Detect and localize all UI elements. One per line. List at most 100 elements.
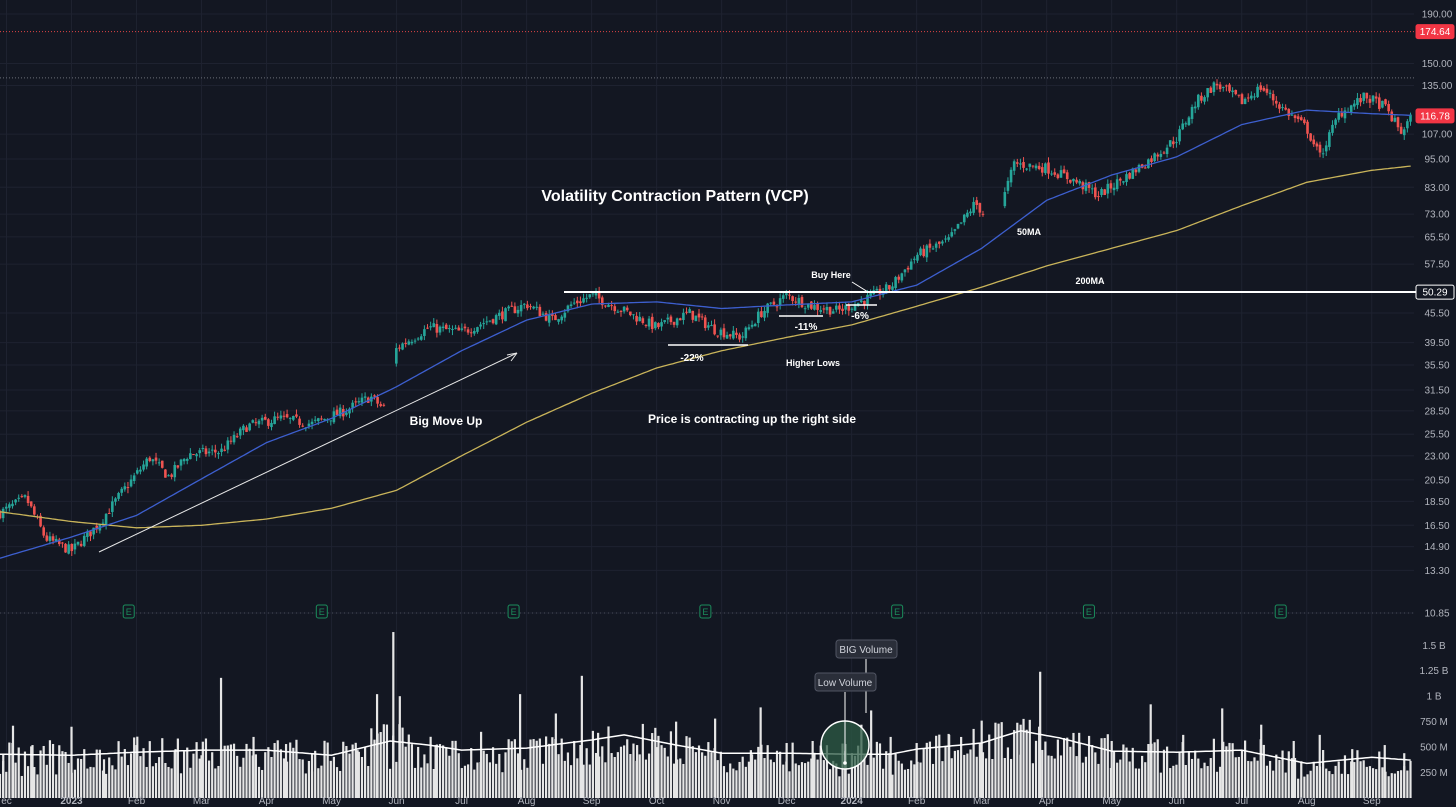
candle-body [497,312,501,316]
candle-body [260,417,264,421]
volume-bar [401,727,404,798]
candle-body [1299,117,1303,121]
volume-bar [482,750,485,798]
volume-bar [766,745,769,798]
candle-body [48,536,52,541]
candle-body [610,305,613,307]
volume-bar [580,675,583,798]
volume-bar [538,738,541,798]
volume-tick-label: 1 B [1426,692,1441,703]
volume-bar [2,754,5,798]
candle-body [444,324,448,330]
volume-bar [566,752,570,798]
candle-body [781,295,785,299]
price-tick-label: 45.50 [1424,309,1449,320]
candle-body [1287,108,1291,117]
candle-body [67,544,70,554]
time-tick-label: Jun [1169,796,1185,807]
volume-bar [1292,740,1295,798]
earnings-marker-3[interactable] [699,604,712,619]
candle-body [26,495,30,504]
volume-bar [463,765,467,798]
volume-bar [145,766,148,798]
candle-body [276,416,280,418]
volume-bar [73,769,76,798]
candle-body [457,327,461,331]
candle-body [763,310,766,318]
volume-bar [1287,751,1290,798]
candle-body [1137,165,1141,172]
candle-body [126,487,130,489]
earnings-marker-2[interactable] [507,604,520,619]
volume-bar [626,739,629,798]
candle-body [129,479,133,487]
candle-body [1012,161,1016,171]
volume-bar [1156,739,1159,798]
volume-bar [754,759,757,798]
volume-bar [298,759,301,798]
volume-bar [1387,776,1390,798]
volume-bar [301,759,304,798]
candle-body [404,342,407,344]
volume-bar [1268,760,1272,798]
volume-bar [367,766,370,798]
candle-body [1268,92,1272,94]
volume-bar [651,733,654,798]
candle-body [479,324,482,327]
candle-body [123,486,127,490]
candle-body [1131,168,1135,179]
candle-body [1284,107,1287,110]
candle-body [1125,174,1128,183]
candle-body [519,304,523,312]
volume-bar [1371,768,1375,798]
volume-bar [763,758,766,798]
volume-bar [804,763,807,798]
volume-bar [897,760,900,798]
candle-body [1356,98,1359,106]
earnings-marker-1[interactable] [315,604,328,619]
volume-bar [1153,742,1156,798]
volume-bar [579,744,582,798]
candle-body [251,420,255,423]
candle-body [1181,123,1184,130]
price-badge-1 [1415,108,1455,124]
candle-body [629,311,632,316]
volume-bar [641,723,644,798]
volume-bar [1125,747,1128,798]
volume-bar [1281,750,1284,798]
candle-body [847,305,851,311]
candle-body [89,531,92,537]
volume-bar [186,747,189,798]
volume-bar [1275,754,1278,798]
volume-tick-label: 1.5 B [1422,641,1446,652]
earnings-marker-6[interactable] [1274,604,1287,619]
candle-body [1312,139,1316,145]
candle-body [423,329,426,336]
volume-bar [491,747,495,798]
candle-body [741,336,744,338]
candle-body [345,412,348,415]
volume-bar [594,752,598,798]
volume-bar [655,747,658,798]
candle-body [57,539,61,545]
earnings-marker-0[interactable] [122,604,135,619]
volume-bar [1147,744,1150,798]
volume-bar [1100,738,1103,798]
candle-body [282,415,286,417]
volume-bar [735,770,738,798]
price-tick-label: 95.00 [1424,155,1449,166]
earnings-marker-5[interactable] [1082,604,1095,619]
volume-bar [828,769,832,798]
candle-body [1271,93,1275,101]
volume-bar [1194,750,1197,798]
volume-bar [710,752,713,798]
volume-bar [816,759,819,798]
earnings-marker-4[interactable] [891,604,904,619]
price-tick-label: 190.00 [1422,10,1453,21]
candle-body [507,306,510,309]
volume-bar [813,752,816,798]
candle-body [1237,94,1241,96]
volume-bar [638,754,641,798]
big-volume-callout [835,639,898,659]
volume-bar [529,739,532,798]
